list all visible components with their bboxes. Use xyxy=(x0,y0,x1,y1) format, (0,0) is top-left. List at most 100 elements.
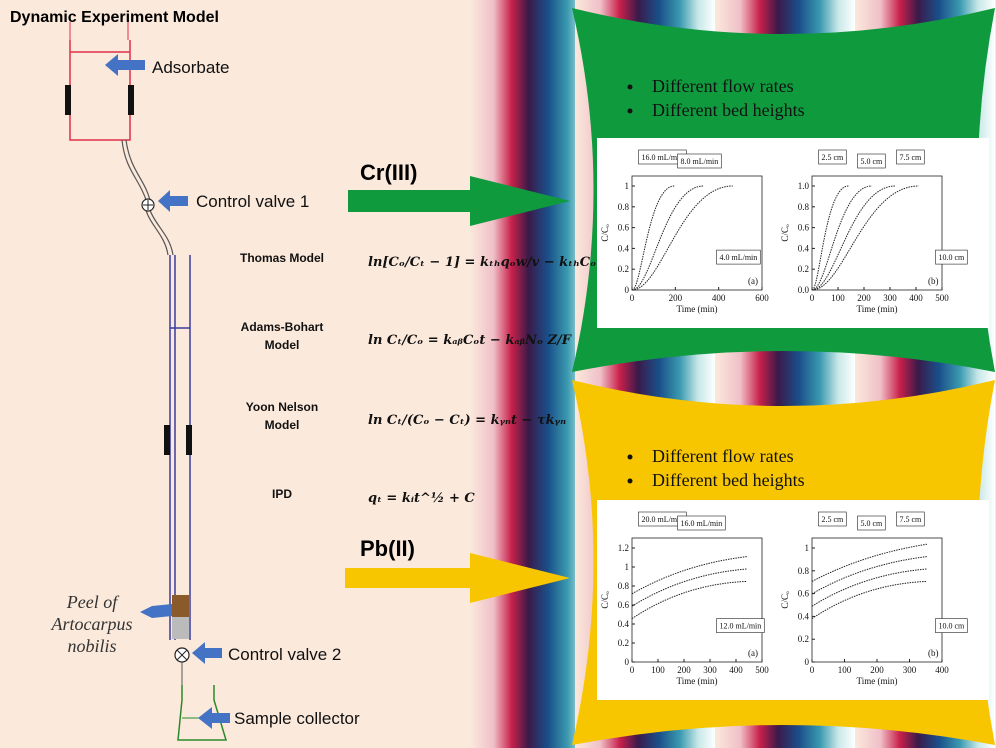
x-tick-label: 300 xyxy=(703,665,717,675)
y-tick-label: 0.6 xyxy=(798,589,810,599)
title: Dynamic Experiment Model xyxy=(10,9,219,26)
x-tick-label: 400 xyxy=(935,665,949,675)
model-name: Model xyxy=(265,338,300,352)
x-tick-label: 200 xyxy=(669,293,683,303)
panel-tag: (b) xyxy=(928,276,939,286)
panel-tag: (a) xyxy=(748,276,758,286)
bullet-dot xyxy=(628,85,633,90)
bullet-text: Different bed heights xyxy=(652,470,805,490)
x-tick-label: 100 xyxy=(831,293,845,303)
y-tick-label: 0.2 xyxy=(618,264,629,274)
y-tick-label: 0.6 xyxy=(618,223,630,233)
annotation: 12.0 mL/min xyxy=(720,622,762,631)
x-tick-label: 0 xyxy=(810,665,815,675)
valve1-label: Control valve 1 xyxy=(196,192,309,211)
panel-tag: (b) xyxy=(928,648,939,658)
y-tick-label: 0.4 xyxy=(798,243,810,253)
peel-label: nobilis xyxy=(67,636,116,656)
y-tick-label: 0 xyxy=(625,657,630,667)
y-tick-label: 0.8 xyxy=(798,566,810,576)
bullet-text: Different flow rates xyxy=(652,76,794,96)
peel-label: Artocarpus xyxy=(51,614,133,634)
y-tick-label: 0.6 xyxy=(618,600,630,610)
y-tick-label: 0.2 xyxy=(618,638,629,648)
model-name: Yoon Nelson xyxy=(246,400,318,414)
annotation: 7.5 cm xyxy=(900,153,923,162)
x-axis-label: Time (min) xyxy=(857,304,898,314)
x-tick-label: 400 xyxy=(729,665,743,675)
x-tick-label: 200 xyxy=(870,665,884,675)
model-equation: ln[Cₒ/Cₜ − 1] = kₜₕqₒw/v − kₜₕCₒt xyxy=(368,255,602,270)
x-tick-label: 400 xyxy=(712,293,726,303)
bullet-text: Different bed heights xyxy=(652,100,805,120)
x-axis-label: Time (min) xyxy=(677,676,718,686)
x-tick-label: 600 xyxy=(755,293,769,303)
collector-label: Sample collector xyxy=(234,709,360,728)
x-tick-label: 0 xyxy=(630,293,635,303)
y-axis-label: C/Cₒ xyxy=(600,591,610,609)
graphical-abstract: Dynamic Experiment Model Adsorbate Contr… xyxy=(0,0,996,748)
x-tick-label: 100 xyxy=(838,665,852,675)
annotation: 2.5 cm xyxy=(822,153,845,162)
x-tick-label: 0 xyxy=(630,665,635,675)
y-tick-label: 0.8 xyxy=(798,202,810,212)
y-axis-label: C/Cₒ xyxy=(600,224,610,242)
y-tick-label: 0 xyxy=(625,285,630,295)
annotation: 8.0 mL/min xyxy=(681,157,719,166)
cr-label: Cr(III) xyxy=(360,160,417,185)
annotation: 5.0 cm xyxy=(861,157,884,166)
annotation: 2.5 cm xyxy=(822,515,845,524)
y-tick-label: 0.8 xyxy=(618,202,630,212)
annotation: 7.5 cm xyxy=(900,515,923,524)
annotation: 4.0 mL/min xyxy=(720,253,758,262)
peel-label: Peel of xyxy=(66,592,120,612)
model-equation: ln Cₜ/Cₒ = kₐᵦCₒt − kₐᵦNₒ Z/F xyxy=(368,333,572,348)
adsorbate-label: Adsorbate xyxy=(152,58,230,77)
x-tick-label: 0 xyxy=(810,293,815,303)
y-tick-label: 1.0 xyxy=(798,181,810,191)
y-tick-label: 0.4 xyxy=(618,619,630,629)
x-tick-label: 400 xyxy=(909,293,923,303)
y-tick-label: 1 xyxy=(625,562,630,572)
annotation: 10.0 cm xyxy=(939,253,966,262)
y-axis-label: C/Cₒ xyxy=(780,591,790,609)
x-tick-label: 200 xyxy=(857,293,871,303)
y-tick-label: 0.0 xyxy=(798,285,810,295)
annotation: 10.0 cm xyxy=(939,622,966,631)
y-tick-label: 1 xyxy=(805,543,810,553)
annotation: 20.0 mL/min xyxy=(642,515,684,524)
bullet-text: Different flow rates xyxy=(652,446,794,466)
pb-label: Pb(II) xyxy=(360,536,415,561)
model-name: IPD xyxy=(272,487,292,501)
bullet-dot xyxy=(628,479,633,484)
y-tick-label: 0.2 xyxy=(798,264,809,274)
panel-tag: (a) xyxy=(748,648,758,658)
x-axis-label: Time (min) xyxy=(677,304,718,314)
bullet-dot xyxy=(628,455,633,460)
chart-box xyxy=(597,138,989,328)
bullet-dot xyxy=(628,109,633,114)
x-tick-label: 500 xyxy=(755,665,769,675)
y-tick-label: 0.8 xyxy=(618,581,630,591)
x-tick-label: 300 xyxy=(903,665,917,675)
y-tick-label: 0 xyxy=(805,657,810,667)
x-axis-label: Time (min) xyxy=(857,676,898,686)
model-equation: ln Cₜ/(Cₒ − Cₜ) = kᵧₙt − τkᵧₙ xyxy=(368,413,566,428)
y-tick-label: 0.4 xyxy=(798,611,810,621)
valve2-label: Control valve 2 xyxy=(228,645,341,664)
y-tick-label: 0.6 xyxy=(798,223,810,233)
x-tick-label: 500 xyxy=(935,293,949,303)
x-tick-label: 200 xyxy=(677,665,691,675)
y-tick-label: 1.2 xyxy=(618,543,629,553)
y-tick-label: 0.4 xyxy=(618,243,630,253)
annotation: 5.0 cm xyxy=(861,519,884,528)
model-name: Thomas Model xyxy=(240,251,324,265)
annotation: 16.0 mL/min xyxy=(681,519,723,528)
x-tick-label: 100 xyxy=(651,665,665,675)
annotation: 16.0 mL/min xyxy=(642,153,684,162)
model-equation: qₜ = kᵢt^½ + C xyxy=(368,491,475,506)
model-name: Model xyxy=(265,418,300,432)
y-tick-label: 0.2 xyxy=(798,634,809,644)
model-name: Adams-Bohart xyxy=(241,320,324,334)
y-axis-label: C/Cₒ xyxy=(780,224,790,242)
